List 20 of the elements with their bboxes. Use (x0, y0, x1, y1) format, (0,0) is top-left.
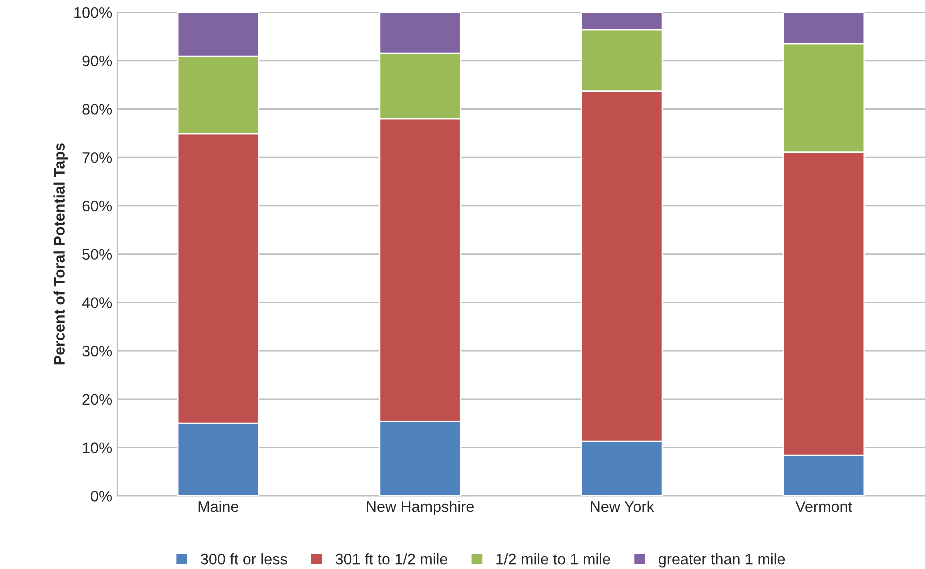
y-tick-label: 60% (82, 200, 112, 212)
y-tick-label: 10% (83, 442, 112, 454)
legend-label: 300 ft or less (201, 554, 288, 565)
legend-label: 301 ft to 1/2 mile (336, 554, 448, 565)
y-tick-label: 70% (82, 152, 112, 164)
x-tick-label: Maine (198, 501, 239, 512)
y-axis-title: Percent of Toral Potential Taps (54, 144, 68, 365)
x-tick-label: New Hampshire (367, 501, 474, 516)
y-tick-label: 0% (91, 491, 112, 502)
y-tick-label: 20% (82, 394, 112, 406)
y-tick-label: 90% (82, 56, 112, 67)
x-tick-label: New York (591, 501, 654, 512)
legend-label: 1/2 mile to 1 mile (496, 554, 610, 565)
x-tick-label: Vermont (796, 502, 852, 512)
y-tick-label: 50% (82, 249, 112, 260)
y-tick-label: 40% (82, 298, 112, 308)
y-tick-label: 30% (82, 346, 112, 357)
y-tick-label: 80% (82, 104, 112, 115)
y-tick-label: 100% (74, 7, 112, 18)
legend-label: greater than 1 mile (659, 554, 786, 568)
